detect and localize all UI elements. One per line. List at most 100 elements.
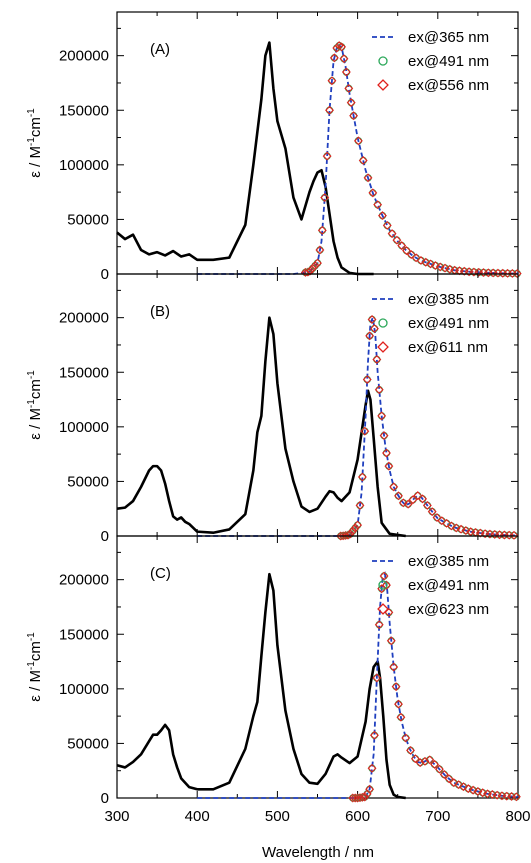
y-axis-title-ylabel-mid: cm: [27, 117, 44, 137]
emission-marker-diamond: [344, 83, 354, 93]
emission-marker-diamond: [382, 220, 392, 230]
y-axis-title-ylabel-sup2: -1: [26, 108, 37, 117]
emission-marker-diamond: [403, 499, 413, 509]
emission-marker-diamond: [425, 755, 435, 765]
emission-marker-diamond: [509, 530, 519, 540]
absorption-line: [116, 41, 374, 276]
emission-marker-diamond: [382, 448, 391, 458]
emission-marker-diamond: [377, 411, 387, 421]
y-axis-title-ylabel-sup1: -1: [26, 399, 37, 408]
emission-marker-diamond: [406, 745, 415, 755]
emission-marker-diamond: [512, 269, 522, 279]
emission-marker-diamond: [322, 151, 332, 161]
emission-marker-circle: [388, 229, 396, 238]
emission-marker-diamond: [315, 245, 325, 255]
emission-marker-diamond: [427, 507, 437, 517]
emission-marker-diamond: [386, 636, 396, 646]
legend-entry: ex@491 nm: [408, 53, 489, 70]
emission-marker-diamond: [325, 105, 334, 115]
legend-swatch-diamond: [377, 79, 389, 91]
emission-marker-diamond: [408, 495, 418, 505]
emission-marker-diamond: [434, 764, 444, 774]
y-axis-title-ylabel-main: ε / M: [27, 408, 44, 440]
emission-marker-diamond: [362, 375, 372, 384]
y-tick-label: 150000: [59, 102, 109, 119]
y-tick-label: 200000: [59, 48, 109, 65]
y-tick-label: 100000: [59, 419, 109, 436]
panel-label: (C): [150, 565, 171, 582]
y-tick-label: 50000: [67, 735, 109, 752]
emission-marker-diamond: [384, 461, 394, 471]
emission-marker-diamond: [327, 76, 337, 86]
emission-marker-diamond: [346, 98, 356, 108]
legend-entry: ex@491 nm: [408, 577, 489, 594]
x-tick-label: 500: [265, 808, 290, 825]
emission-marker-diamond: [374, 385, 384, 395]
emission-marker-diamond: [337, 42, 347, 52]
emission-marker-diamond: [439, 769, 449, 779]
y-tick-label: 50000: [67, 211, 109, 228]
y-tick-label: 150000: [59, 626, 109, 643]
legend-entry: ex@556 nm: [408, 77, 489, 94]
emission-marker-diamond: [379, 431, 389, 441]
y-axis-title-ylabel-sup2: -1: [26, 632, 37, 641]
y-tick-label: 200000: [59, 310, 109, 327]
emission-marker-diamond: [363, 173, 373, 183]
emission-marker-diamond: [360, 792, 370, 802]
legend-swatch-circle: [378, 580, 388, 590]
emission-marker-diamond: [374, 620, 384, 630]
legend-swatch-circle: [378, 318, 388, 328]
emission-marker-diamond: [357, 472, 367, 482]
absorption-line: [116, 316, 406, 538]
emission-marker-diamond: [394, 699, 403, 709]
emission-marker-diamond: [308, 263, 318, 273]
emission-marker-diamond: [349, 111, 359, 121]
emission-marker-diamond: [378, 211, 387, 221]
emission-marker-diamond: [394, 491, 403, 501]
emission-marker-diamond: [422, 500, 432, 510]
emission-marker-diamond: [320, 193, 330, 203]
y-tick-label: 100000: [59, 681, 109, 698]
emission-marker-diamond: [365, 331, 375, 341]
emission-marker-diamond: [511, 792, 521, 802]
emission-marker-diamond: [365, 784, 375, 794]
panel-frame: [116, 11, 519, 275]
emission-marker-diamond: [369, 324, 379, 334]
x-axis-title: Wavelength / nm: [262, 844, 374, 861]
emission-marker-circle: [383, 221, 392, 230]
y-axis-title-ylabel-main: ε / M: [27, 146, 44, 178]
x-tick-label: 800: [505, 808, 530, 825]
y-axis-title-ylabel-sup1: -1: [26, 137, 37, 146]
emission-marker-diamond: [310, 261, 320, 271]
y-axis-title-ylabel-sup1: -1: [26, 661, 37, 670]
legend-swatch-diamond: [377, 603, 389, 615]
emission-marker-circle: [393, 236, 401, 244]
panel-frame: [116, 535, 519, 799]
emission-marker-diamond: [401, 733, 411, 743]
legend-entry: ex@611 nm: [408, 339, 488, 356]
emission-marker-diamond: [355, 500, 365, 510]
emission-marker-diamond: [379, 571, 389, 581]
legend-entry: ex@491 nm: [408, 315, 489, 332]
legend-swatch-diamond: [377, 341, 389, 353]
y-tick-label: 200000: [59, 572, 109, 589]
emission-marker-circle: [380, 572, 388, 580]
emission-marker-diamond: [367, 315, 377, 324]
legend-swatch-circle: [378, 56, 388, 66]
y-axis-title-ylabel-main: ε / M: [27, 670, 44, 702]
y-tick-label: 50000: [67, 473, 109, 490]
emission-marker-diamond: [369, 730, 379, 740]
emission-marker-diamond: [305, 266, 315, 276]
y-tick-label: 150000: [59, 364, 109, 381]
emission-marker-diamond: [391, 682, 401, 692]
emission-marker-diamond: [382, 580, 391, 590]
legend-entry: ex@623 nm: [408, 601, 489, 618]
emission-marker-diamond: [392, 235, 402, 245]
emission-marker-diamond: [430, 759, 440, 769]
x-tick-label: 600: [345, 808, 370, 825]
absorption-line: [116, 572, 406, 800]
